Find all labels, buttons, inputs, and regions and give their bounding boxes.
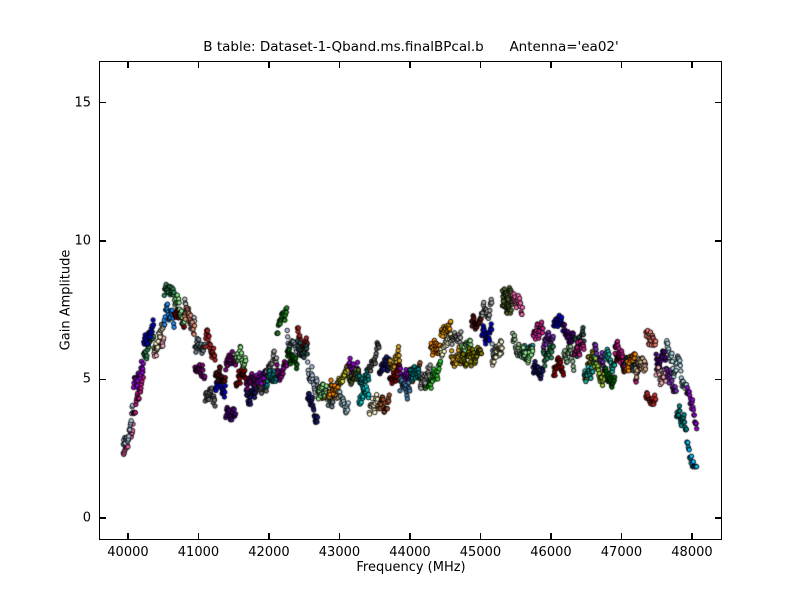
x-tick-label: 45000	[459, 545, 502, 560]
x-tick-mark	[127, 533, 129, 539]
x-tick-label: 40000	[107, 545, 149, 560]
x-tick-label: 48000	[671, 545, 713, 560]
plot-title: B table: Dataset-1-Qband.ms.finalBPcal.b…	[203, 39, 619, 55]
x-tick-mark	[479, 533, 482, 539]
x-tick-label: 46000	[530, 545, 572, 560]
x-tick-mark	[479, 62, 482, 68]
x-tick-mark	[409, 533, 411, 539]
x-tick-label: 44000	[389, 545, 431, 560]
y-tick-mark	[100, 240, 106, 242]
y-tick-mark	[100, 378, 106, 381]
x-tick-mark	[620, 62, 623, 68]
x-tick-mark	[338, 533, 341, 539]
x-tick-mark	[620, 533, 623, 539]
x-tick-mark	[197, 62, 200, 68]
y-tick-mark	[100, 101, 106, 104]
x-tick-mark	[550, 62, 552, 68]
scatter-plot-canvas	[99, 61, 722, 540]
x-tick-mark	[691, 62, 693, 68]
plot-area	[99, 61, 722, 540]
y-tick-mark	[715, 240, 721, 242]
y-tick-label: 10	[74, 233, 91, 249]
y-tick-mark	[100, 517, 106, 519]
y-axis-label: Gain Amplitude	[58, 249, 74, 351]
x-tick-label: 41000	[177, 545, 220, 560]
x-axis-label: Frequency (MHz)	[356, 560, 466, 575]
y-tick-mark	[715, 101, 721, 104]
x-tick-mark	[197, 533, 200, 539]
y-tick-label: 5	[82, 371, 91, 387]
x-tick-mark	[409, 62, 411, 68]
x-tick-mark	[268, 533, 270, 539]
x-tick-mark	[268, 62, 270, 68]
x-tick-mark	[550, 533, 552, 539]
x-tick-label: 47000	[600, 545, 643, 560]
x-tick-label: 43000	[318, 545, 361, 560]
x-tick-mark	[127, 62, 129, 68]
x-tick-mark	[691, 533, 693, 539]
y-tick-label: 0	[82, 510, 91, 526]
y-tick-mark	[715, 378, 721, 381]
x-tick-label: 42000	[248, 545, 290, 560]
x-tick-mark	[338, 62, 341, 68]
y-tick-label: 15	[74, 95, 91, 111]
y-tick-mark	[715, 517, 721, 519]
